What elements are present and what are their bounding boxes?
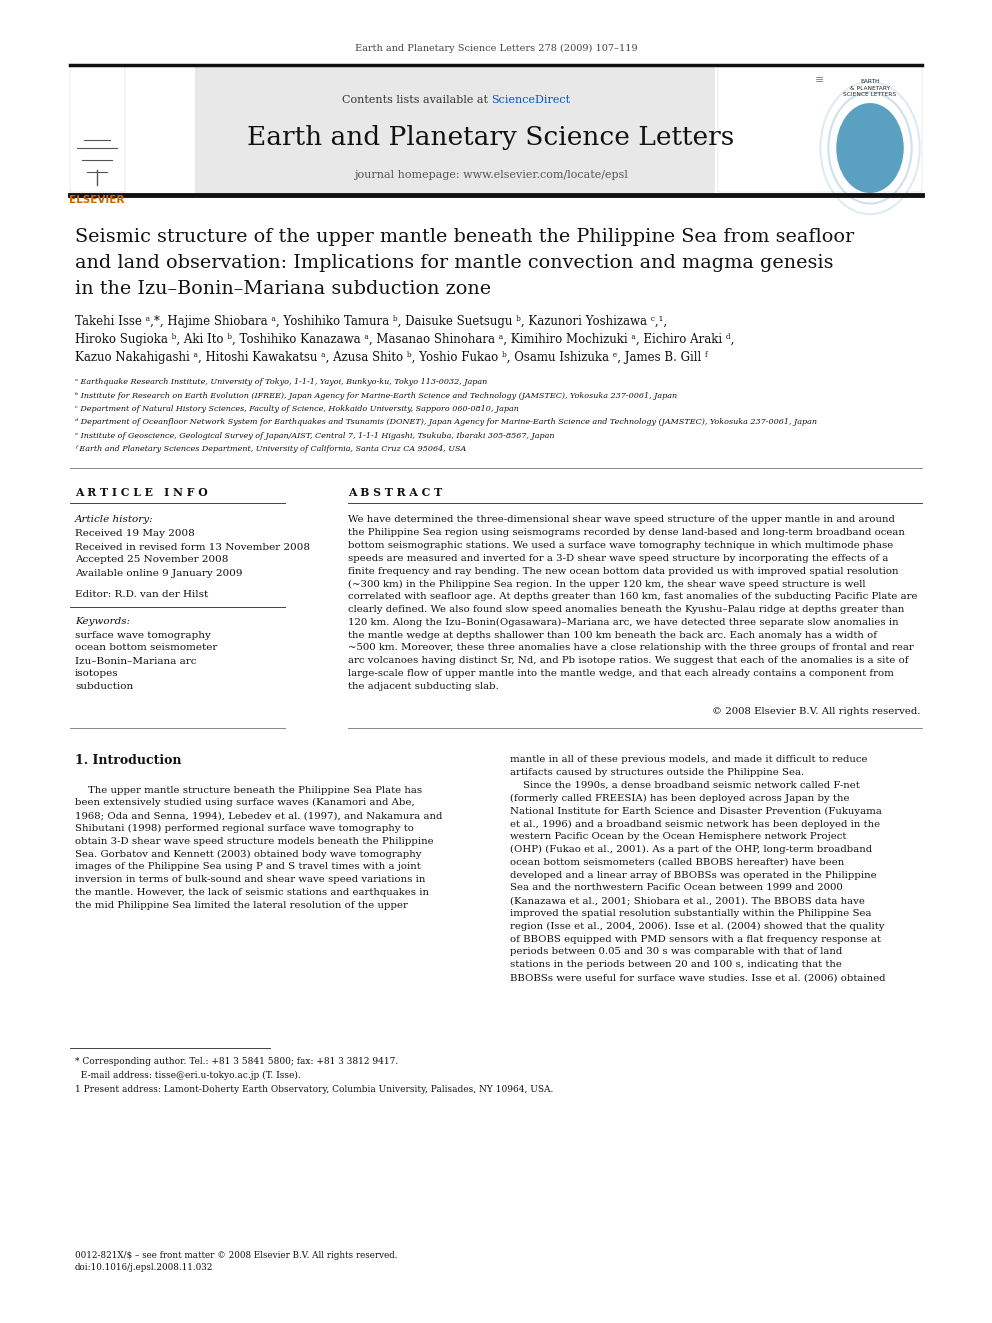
Text: speeds are measured and inverted for a 3-D shear wave speed structure by incorpo: speeds are measured and inverted for a 3… bbox=[348, 554, 889, 562]
Text: Article history:: Article history: bbox=[75, 516, 154, 524]
Text: journal homepage: www.elsevier.com/locate/epsl: journal homepage: www.elsevier.com/locat… bbox=[354, 169, 628, 180]
Text: ᶜ Department of Natural History Sciences, Faculty of Science, Hokkaido Universit: ᶜ Department of Natural History Sciences… bbox=[75, 405, 519, 413]
Text: © 2008 Elsevier B.V. All rights reserved.: © 2008 Elsevier B.V. All rights reserved… bbox=[711, 708, 920, 717]
Text: the adjacent subducting slab.: the adjacent subducting slab. bbox=[348, 681, 499, 691]
Text: Earth and Planetary Science Letters 278 (2009) 107–119: Earth and Planetary Science Letters 278 … bbox=[355, 44, 637, 53]
Text: 1. Introduction: 1. Introduction bbox=[75, 754, 182, 766]
Text: correlated with seafloor age. At depths greater than 160 km, fast anomalies of t: correlated with seafloor age. At depths … bbox=[348, 593, 918, 601]
Text: Hiroko Sugioka ᵇ, Aki Ito ᵇ, Toshihiko Kanazawa ᵃ, Masanao Shinohara ᵃ, Kimihiro: Hiroko Sugioka ᵇ, Aki Ito ᵇ, Toshihiko K… bbox=[75, 333, 734, 347]
Text: Received in revised form 13 November 2008: Received in revised form 13 November 200… bbox=[75, 542, 310, 552]
Text: ᵉ Institute of Geoscience, Geological Survey of Japan/AIST, Central 7, 1-1-1 Hig: ᵉ Institute of Geoscience, Geological Su… bbox=[75, 433, 555, 441]
Text: Editor: R.D. van der Hilst: Editor: R.D. van der Hilst bbox=[75, 590, 208, 598]
Text: Izu–Bonin–Mariana arc: Izu–Bonin–Mariana arc bbox=[75, 656, 196, 665]
Text: developed and a linear array of BBOBSs was operated in the Philippine: developed and a linear array of BBOBSs w… bbox=[510, 871, 877, 880]
Text: and land observation: Implications for mantle convection and magma genesis: and land observation: Implications for m… bbox=[75, 254, 833, 273]
Text: ocean bottom seismometers (called BBOBS hereafter) have been: ocean bottom seismometers (called BBOBS … bbox=[510, 857, 844, 867]
Text: Sea and the northwestern Pacific Ocean between 1999 and 2000: Sea and the northwestern Pacific Ocean b… bbox=[510, 884, 843, 893]
Text: of BBOBS equipped with PMD sensors with a flat frequency response at: of BBOBS equipped with PMD sensors with … bbox=[510, 935, 881, 943]
Text: ᶠ Earth and Planetary Sciences Department, University of California, Santa Cruz : ᶠ Earth and Planetary Sciences Departmen… bbox=[75, 446, 466, 454]
Text: Kazuo Nakahigashi ᵃ, Hitoshi Kawakatsu ᵃ, Azusa Shito ᵇ, Yoshio Fukao ᵇ, Osamu I: Kazuo Nakahigashi ᵃ, Hitoshi Kawakatsu ᵃ… bbox=[75, 352, 707, 365]
Text: The upper mantle structure beneath the Philippine Sea Plate has: The upper mantle structure beneath the P… bbox=[75, 786, 423, 795]
Text: Shibutani (1998) performed regional surface wave tomography to: Shibutani (1998) performed regional surf… bbox=[75, 824, 414, 833]
Text: arc volcanoes having distinct Sr, Nd, and Pb isotope ratios. We suggest that eac: arc volcanoes having distinct Sr, Nd, an… bbox=[348, 656, 909, 665]
Text: stations in the periods between 20 and 100 s, indicating that the: stations in the periods between 20 and 1… bbox=[510, 960, 842, 970]
Text: artifacts caused by structures outside the Philippine Sea.: artifacts caused by structures outside t… bbox=[510, 769, 805, 778]
Text: Sea. Gorbatov and Kennett (2003) obtained body wave tomography: Sea. Gorbatov and Kennett (2003) obtaine… bbox=[75, 849, 422, 859]
Text: (formerly called FREESIA) has been deployed across Japan by the: (formerly called FREESIA) has been deplo… bbox=[510, 794, 849, 803]
Text: BBOBSs were useful for surface wave studies. Isse et al. (2006) obtained: BBOBSs were useful for surface wave stud… bbox=[510, 974, 886, 982]
Text: large-scale flow of upper mantle into the mantle wedge, and that each already co: large-scale flow of upper mantle into th… bbox=[348, 669, 894, 679]
Text: Since the 1990s, a dense broadband seismic network called F-net: Since the 1990s, a dense broadband seism… bbox=[510, 781, 860, 790]
Text: et al., 1996) and a broadband seismic network has been deployed in the: et al., 1996) and a broadband seismic ne… bbox=[510, 819, 880, 828]
Bar bbox=[70, 65, 125, 192]
Text: mantle in all of these previous models, and made it difficult to reduce: mantle in all of these previous models, … bbox=[510, 755, 867, 765]
Text: the Philippine Sea region using seismograms recorded by dense land-based and lon: the Philippine Sea region using seismogr… bbox=[348, 528, 905, 537]
Text: Received 19 May 2008: Received 19 May 2008 bbox=[75, 529, 194, 538]
Text: surface wave tomography: surface wave tomography bbox=[75, 631, 211, 639]
Text: ELSEVIER: ELSEVIER bbox=[69, 194, 125, 205]
Text: EARTH
& PLANETARY
SCIENCE LETTERS: EARTH & PLANETARY SCIENCE LETTERS bbox=[843, 79, 897, 97]
Text: A B S T R A C T: A B S T R A C T bbox=[348, 487, 442, 497]
Text: Earth and Planetary Science Letters: Earth and Planetary Science Letters bbox=[247, 126, 735, 151]
Text: the mid Philippine Sea limited the lateral resolution of the upper: the mid Philippine Sea limited the later… bbox=[75, 901, 408, 910]
Text: periods between 0.05 and 30 s was comparable with that of land: periods between 0.05 and 30 s was compar… bbox=[510, 947, 842, 957]
Text: E-mail address: tisse@eri.u-tokyo.ac.jp (T. Isse).: E-mail address: tisse@eri.u-tokyo.ac.jp … bbox=[75, 1070, 301, 1080]
Text: Accepted 25 November 2008: Accepted 25 November 2008 bbox=[75, 556, 228, 565]
Text: Seismic structure of the upper mantle beneath the Philippine Sea from seafloor: Seismic structure of the upper mantle be… bbox=[75, 228, 854, 246]
Text: National Institute for Earth Science and Disaster Prevention (Fukuyama: National Institute for Earth Science and… bbox=[510, 807, 882, 816]
Text: images of the Philippine Sea using P and S travel times with a joint: images of the Philippine Sea using P and… bbox=[75, 863, 421, 872]
Text: ScienceDirect: ScienceDirect bbox=[491, 95, 570, 105]
Text: 1968; Oda and Senna, 1994), Lebedev et al. (1997), and Nakamura and: 1968; Oda and Senna, 1994), Lebedev et a… bbox=[75, 811, 442, 820]
Text: ~500 km. Moreover, these three anomalies have a close relationship with the thre: ~500 km. Moreover, these three anomalies… bbox=[348, 643, 914, 652]
Text: subduction: subduction bbox=[75, 683, 133, 692]
Text: We have determined the three-dimensional shear wave speed structure of the upper: We have determined the three-dimensional… bbox=[348, 516, 895, 524]
Bar bbox=[718, 65, 922, 192]
Text: Available online 9 January 2009: Available online 9 January 2009 bbox=[75, 569, 242, 578]
Text: 0012-821X/$ – see front matter © 2008 Elsevier B.V. All rights reserved.: 0012-821X/$ – see front matter © 2008 El… bbox=[75, 1250, 398, 1259]
Text: 1 Present address: Lamont-Doherty Earth Observatory, Columbia University, Palisa: 1 Present address: Lamont-Doherty Earth … bbox=[75, 1085, 554, 1094]
Text: (Kanazawa et al., 2001; Shiobara et al., 2001). The BBOBS data have: (Kanazawa et al., 2001; Shiobara et al.,… bbox=[510, 896, 865, 905]
Text: clearly defined. We also found slow speed anomalies beneath the Kyushu–Palau rid: clearly defined. We also found slow spee… bbox=[348, 605, 905, 614]
Text: region (Isse et al., 2004, 2006). Isse et al. (2004) showed that the quality: region (Isse et al., 2004, 2006). Isse e… bbox=[510, 922, 885, 931]
Text: the mantle wedge at depths shallower than 100 km beneath the back arc. Each anom: the mantle wedge at depths shallower tha… bbox=[348, 631, 877, 640]
Text: doi:10.1016/j.epsl.2008.11.032: doi:10.1016/j.epsl.2008.11.032 bbox=[75, 1263, 213, 1273]
Text: A R T I C L E   I N F O: A R T I C L E I N F O bbox=[75, 487, 207, 497]
Text: improved the spatial resolution substantially within the Philippine Sea: improved the spatial resolution substant… bbox=[510, 909, 872, 918]
Text: obtain 3-D shear wave speed structure models beneath the Philippine: obtain 3-D shear wave speed structure mo… bbox=[75, 836, 434, 845]
Text: ᵃ Earthquake Research Institute, University of Tokyo, 1-1-1, Yayoi, Bunkyo-ku, T: ᵃ Earthquake Research Institute, Univers… bbox=[75, 378, 487, 386]
Circle shape bbox=[836, 103, 904, 193]
Text: western Pacific Ocean by the Ocean Hemisphere network Project: western Pacific Ocean by the Ocean Hemis… bbox=[510, 832, 846, 841]
Text: ocean bottom seismometer: ocean bottom seismometer bbox=[75, 643, 217, 652]
Text: Takehi Isse ᵃ,*, Hajime Shiobara ᵃ, Yoshihiko Tamura ᵇ, Daisuke Suetsugu ᵇ, Kazu: Takehi Isse ᵃ,*, Hajime Shiobara ᵃ, Yosh… bbox=[75, 315, 668, 328]
Text: ≡: ≡ bbox=[815, 75, 824, 85]
Text: (OHP) (Fukao et al., 2001). As a part of the OHP, long-term broadband: (OHP) (Fukao et al., 2001). As a part of… bbox=[510, 845, 872, 855]
Text: (~300 km) in the Philippine Sea region. In the upper 120 km, the shear wave spee: (~300 km) in the Philippine Sea region. … bbox=[348, 579, 865, 589]
Text: ᵈ Department of Oceanfloor Network System for Earthquakes and Tsunamis (DONET), : ᵈ Department of Oceanfloor Network Syste… bbox=[75, 418, 817, 426]
Text: finite frequency and ray bending. The new ocean bottom data provided us with imp: finite frequency and ray bending. The ne… bbox=[348, 566, 899, 576]
Text: 120 km. Along the Izu–Bonin(Ogasawara)–Mariana arc, we have detected three separ: 120 km. Along the Izu–Bonin(Ogasawara)–M… bbox=[348, 618, 899, 627]
Text: bottom seismographic stations. We used a surface wave tomography technique in wh: bottom seismographic stations. We used a… bbox=[348, 541, 893, 550]
Bar bbox=[195, 65, 715, 194]
Text: inversion in terms of bulk-sound and shear wave speed variations in: inversion in terms of bulk-sound and she… bbox=[75, 875, 426, 884]
Text: isotopes: isotopes bbox=[75, 669, 119, 679]
Text: been extensively studied using surface waves (Kanamori and Abe,: been extensively studied using surface w… bbox=[75, 798, 415, 807]
Text: the mantle. However, the lack of seismic stations and earthquakes in: the mantle. However, the lack of seismic… bbox=[75, 888, 429, 897]
Text: in the Izu–Bonin–Mariana subduction zone: in the Izu–Bonin–Mariana subduction zone bbox=[75, 280, 491, 298]
Text: * Corresponding author. Tel.: +81 3 5841 5800; fax: +81 3 3812 9417.: * Corresponding author. Tel.: +81 3 5841… bbox=[75, 1057, 398, 1066]
Text: Contents lists available at: Contents lists available at bbox=[341, 95, 491, 105]
Text: Keywords:: Keywords: bbox=[75, 617, 130, 626]
Text: ᵇ Institute for Research on Earth Evolution (IFREE), Japan Agency for Marine-Ear: ᵇ Institute for Research on Earth Evolut… bbox=[75, 392, 678, 400]
